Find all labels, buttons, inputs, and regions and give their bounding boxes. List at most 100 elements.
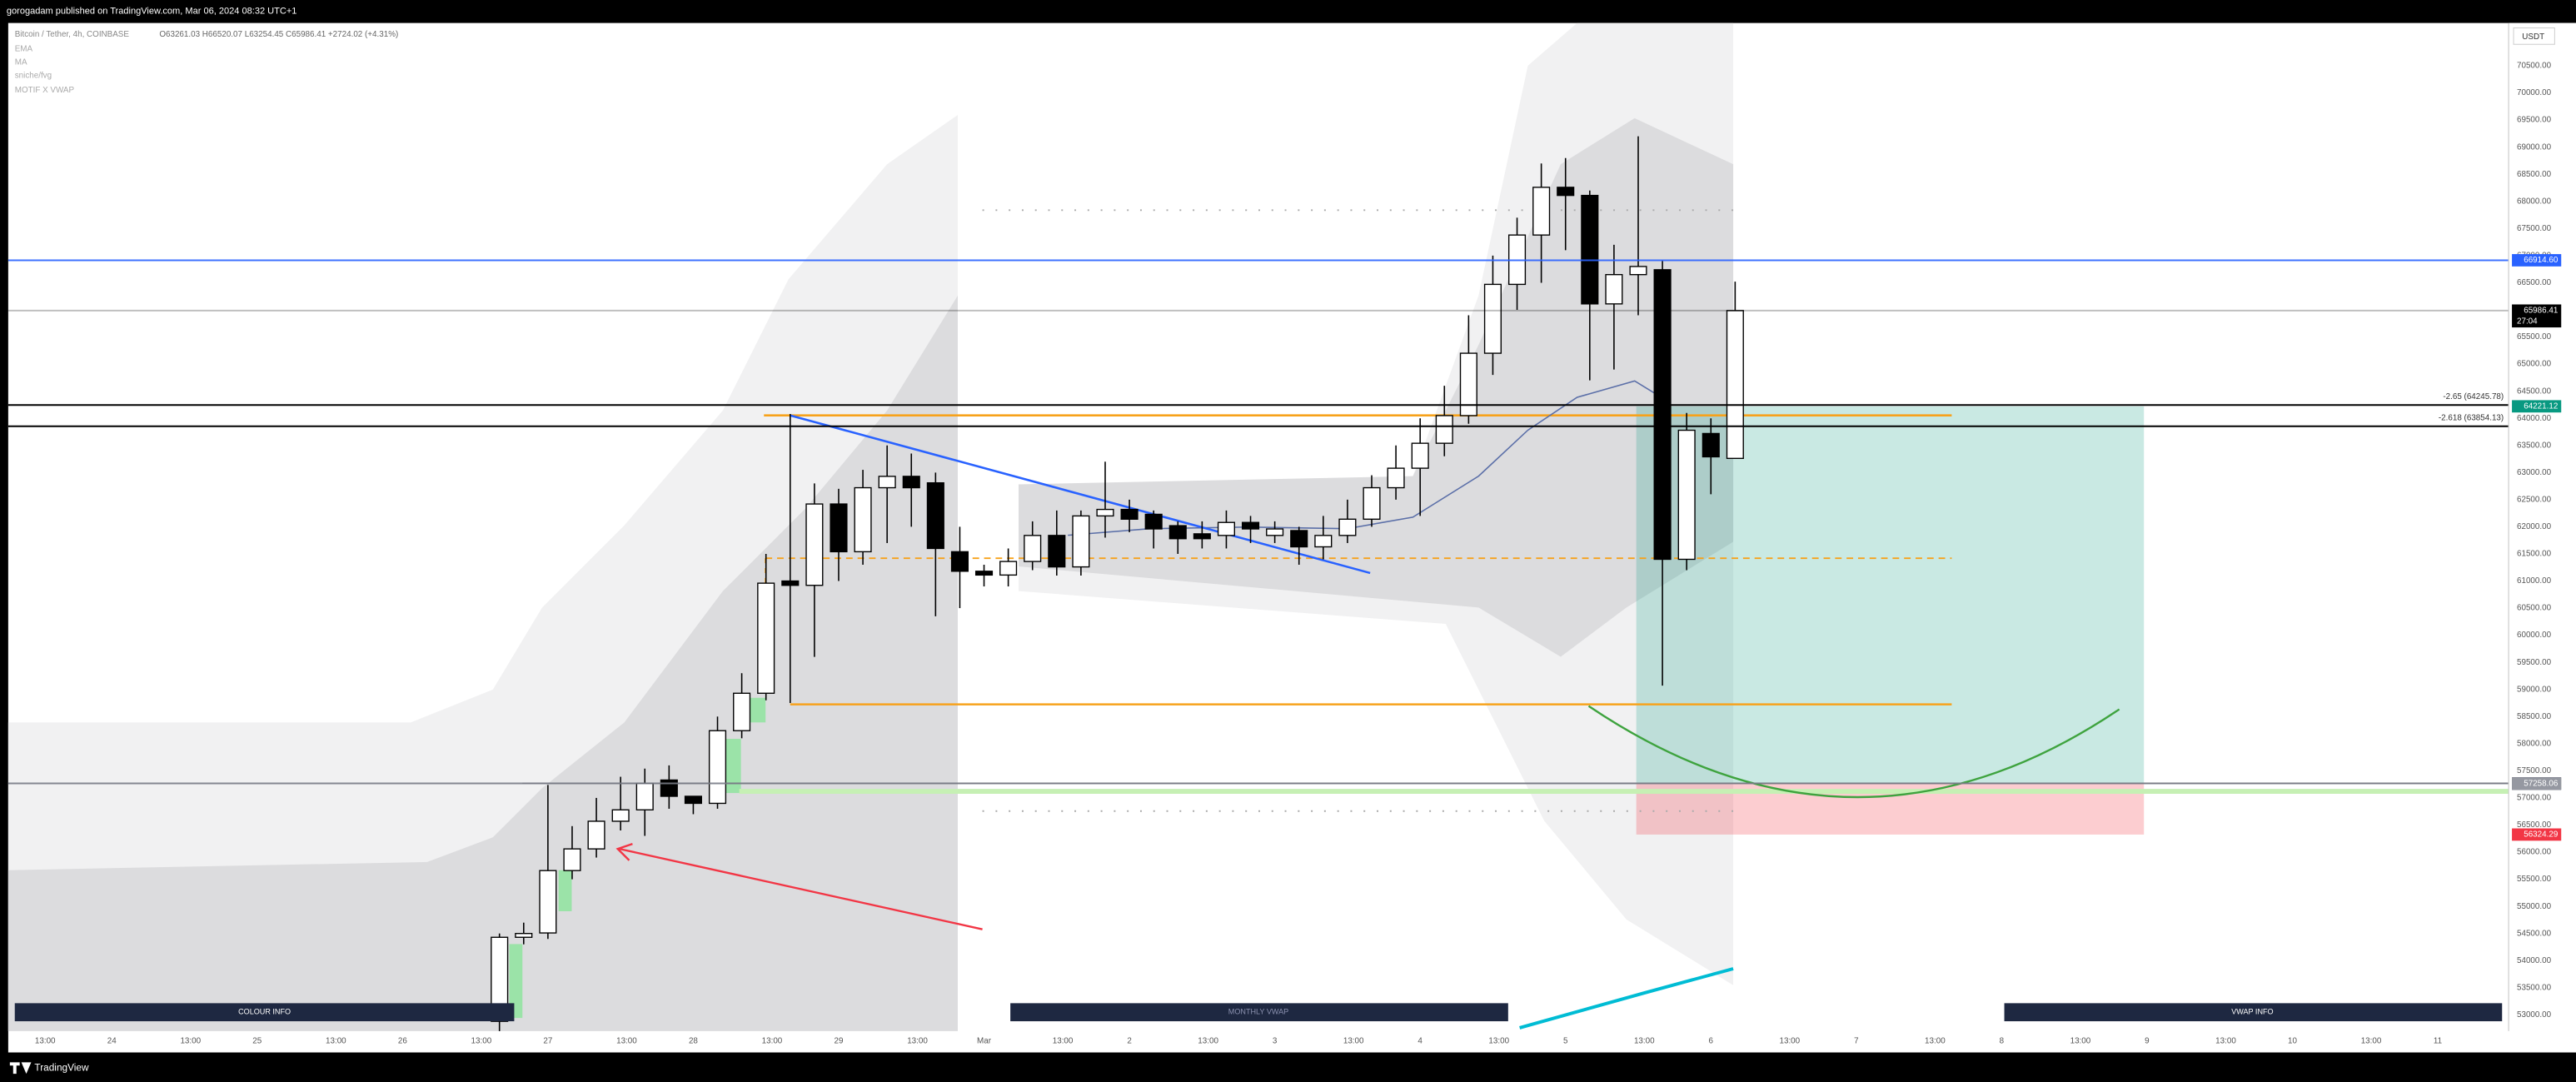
y-tick-label: 62500.00 xyxy=(2517,495,2552,504)
x-tick-label: 4 xyxy=(1418,1036,1423,1045)
fvg-zone xyxy=(509,944,523,1019)
y-tick-label: 64000.00 xyxy=(2517,414,2552,423)
price-tag xyxy=(2512,828,2562,841)
y-tick-label: 58500.00 xyxy=(2517,712,2552,721)
price-tag xyxy=(2512,304,2562,328)
target-zone xyxy=(1636,406,2145,784)
fvg-zone xyxy=(722,739,741,794)
price-tag xyxy=(2512,254,2562,267)
candle-body xyxy=(611,809,630,822)
position-tool xyxy=(1636,406,2145,835)
panel-label: VWAP INFO xyxy=(2231,1008,2273,1016)
time-axis-labels: 13:00 24 13:00 25 13:00 26 13:00 27 13:00 28 13:00… xyxy=(35,1036,2442,1045)
y-tick-label: 70000.00 xyxy=(2517,88,2552,97)
x-tick-label: 13:00 xyxy=(1634,1036,1655,1045)
x-tick-label: 13:00 xyxy=(35,1036,56,1045)
candle-body xyxy=(563,848,581,871)
x-tick-label: 13:00 xyxy=(1488,1036,1509,1045)
panel-label: COLOUR INFO xyxy=(238,1008,291,1016)
price-axis xyxy=(2509,22,2576,1053)
currency-box xyxy=(2513,27,2555,45)
x-tick-label: 10 xyxy=(2288,1036,2297,1045)
y-tick-label: 65500.00 xyxy=(2517,332,2552,342)
y-tick-label: 53000.00 xyxy=(2517,1010,2552,1020)
x-tick-label: 3 xyxy=(1273,1036,1278,1045)
x-tick-label: 13:00 xyxy=(2215,1036,2236,1045)
arrow xyxy=(619,847,983,930)
x-tick-label: 11 xyxy=(2434,1036,2442,1045)
candle-body xyxy=(1096,508,1114,517)
x-tick-label: 13:00 xyxy=(2361,1036,2382,1045)
y-tick-label: 57500.00 xyxy=(2517,766,2552,775)
y-tick-label: 65000.00 xyxy=(2517,360,2552,369)
candle-body xyxy=(1629,266,1647,276)
x-tick-label: 13:00 xyxy=(616,1036,637,1045)
x-tick-label: 13:00 xyxy=(1198,1036,1218,1045)
candle-body xyxy=(1168,525,1187,540)
panel xyxy=(14,1003,515,1022)
fvg-zone xyxy=(558,870,572,911)
y-tick-label: 55000.00 xyxy=(2517,902,2552,911)
indicator: MA xyxy=(15,58,27,67)
x-tick-label: Mar xyxy=(977,1036,992,1045)
y-tick-label: 70500.00 xyxy=(2517,62,2552,71)
candle-body xyxy=(878,476,896,489)
candle-body xyxy=(1387,467,1405,489)
candle-body xyxy=(902,476,920,489)
y-tick-label: 55500.00 xyxy=(2517,875,2552,884)
candle-body xyxy=(805,503,824,586)
x-tick-label: 6 xyxy=(1709,1036,1714,1045)
x-tick-label: 28 xyxy=(689,1036,698,1045)
y-tick-label: 62000.00 xyxy=(2517,522,2552,531)
candle-body xyxy=(950,551,969,572)
fib-label: -2.618 (63854.13) xyxy=(2439,413,2504,422)
y-tick-label: 54500.00 xyxy=(2517,929,2552,938)
arrow-head xyxy=(615,843,633,861)
panel xyxy=(1010,1003,1508,1022)
x-tick-label: 5 xyxy=(1563,1036,1568,1045)
candle-body xyxy=(1290,530,1308,548)
panel xyxy=(2004,1003,2503,1022)
price-tag-label: 66914.60 xyxy=(2524,256,2559,265)
candle-body xyxy=(830,503,848,553)
panel-label: MONTHLY VWAP xyxy=(1228,1008,1288,1016)
y-tick-label: 61000.00 xyxy=(2517,576,2552,586)
price-tag-label: 65986.41 xyxy=(2524,306,2558,315)
price-tag xyxy=(2512,400,2562,413)
y-tick-label: 56500.00 xyxy=(2517,820,2552,830)
candle-body xyxy=(587,820,605,850)
arc xyxy=(1587,705,2120,799)
x-tick-label: 9 xyxy=(2145,1036,2150,1045)
price-tag-label: 56324.29 xyxy=(2524,830,2559,840)
y-tick-label: 60000.00 xyxy=(2517,631,2552,640)
candle-body xyxy=(515,933,533,938)
candles xyxy=(491,136,1744,1031)
candle-body xyxy=(1653,269,1672,561)
y-tick-label: 64500.00 xyxy=(2517,386,2552,396)
candle-body xyxy=(1266,528,1284,536)
fvg-zone xyxy=(749,697,766,723)
candle-body xyxy=(539,870,557,934)
candle-body xyxy=(660,779,678,797)
candle-body xyxy=(1702,432,1720,458)
price-tags: 66914.6065986.4127:0464221.1257268.50572… xyxy=(2512,254,2562,841)
candle-body xyxy=(1024,535,1042,562)
price-tag xyxy=(2512,777,2562,790)
x-tick-label: 13:00 xyxy=(907,1036,928,1045)
countdown: 27:04 xyxy=(2517,317,2538,326)
x-tick-label: 13:00 xyxy=(1053,1036,1074,1045)
candle-body xyxy=(1072,515,1090,568)
x-tick-label: 13:00 xyxy=(1925,1036,1946,1045)
candle-body xyxy=(1435,415,1453,444)
brand: TradingView xyxy=(34,1061,89,1073)
y-tick-label: 69000.00 xyxy=(2517,142,2552,152)
x-tick-label: 13:00 xyxy=(326,1036,346,1045)
trend-line xyxy=(790,414,1371,575)
y-tick-label: 68000.00 xyxy=(2517,197,2552,206)
y-tick-label: 61500.00 xyxy=(2517,550,2552,559)
x-tick-label: 24 xyxy=(107,1036,117,1045)
candle-body xyxy=(1581,194,1599,305)
y-tick-label: 67500.00 xyxy=(2517,224,2552,233)
x-tick-label: 13:00 xyxy=(762,1036,783,1045)
y-tick-label: 58000.00 xyxy=(2517,739,2552,748)
